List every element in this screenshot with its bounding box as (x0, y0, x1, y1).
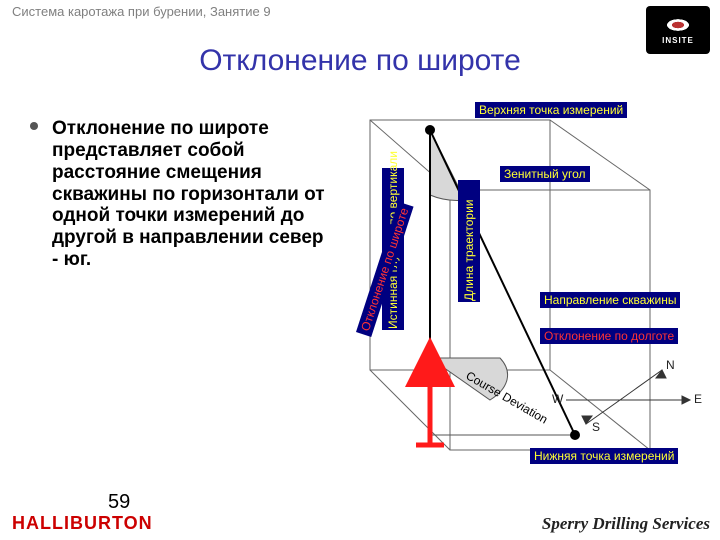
bullet-block: Отклонение по широте представляет собой … (30, 118, 330, 271)
compass-n: N (666, 358, 675, 372)
compass-w: W (552, 392, 563, 406)
bottom-survey-dot (570, 430, 580, 440)
label-hole-dir: Направление скважины (540, 292, 680, 308)
eye-icon (661, 16, 695, 34)
bullet-dot-icon (30, 122, 38, 130)
label-inclination: Зенитный угол (500, 166, 590, 182)
page-number: 59 (108, 491, 130, 514)
box-edge (370, 370, 450, 450)
compass-rose (566, 370, 690, 424)
compass-e: E (694, 392, 702, 406)
label-departure: Отклонение по долготе (540, 328, 678, 344)
bullet-text: Отклонение по широте представляет собой … (52, 118, 330, 271)
box-edge (550, 370, 650, 450)
label-bottom-survey: Нижняя точка измерений (530, 448, 678, 464)
compass-s: S (592, 420, 600, 434)
label-top-survey: Верхняя точка измерений (475, 102, 627, 118)
label-course-len: Длина траектории (458, 180, 480, 302)
slide-header: Система каротажа при бурении, Занятие 9 (12, 4, 271, 19)
slide-title: Отклонение по широте (0, 44, 720, 78)
diagram: Course Deviation Верхняя точка измерений… (330, 100, 710, 480)
top-survey-dot (425, 125, 435, 135)
sperry-logo: Sperry Drilling Services (542, 514, 710, 534)
halliburton-logo: HALLIBURTON (12, 513, 153, 534)
